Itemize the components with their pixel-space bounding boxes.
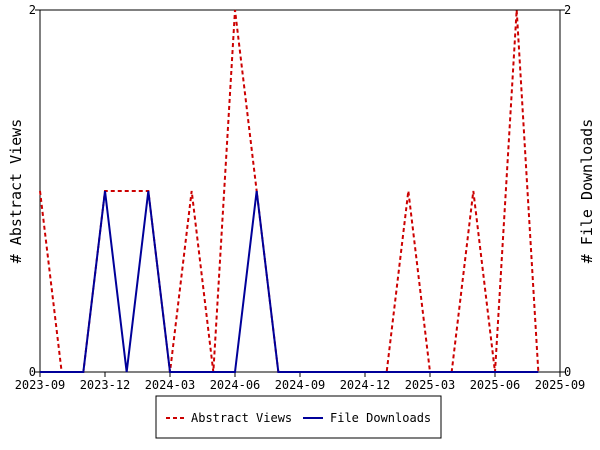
x-tick-label: 2024-12 (340, 378, 391, 392)
y-tick-label: 2 (29, 3, 36, 17)
x-tick-label: 2024-06 (210, 378, 261, 392)
legend-label: File Downloads (330, 411, 431, 425)
x-tick-label: 2024-03 (145, 378, 196, 392)
x-tick-label: 2023-09 (15, 378, 66, 392)
series-line-abstract-views (39, 9, 540, 373)
x-tick-label: 2024-09 (275, 378, 326, 392)
series-line-file-downloads (40, 190, 539, 373)
y2-tick-label: 2 (564, 3, 571, 17)
y-axis-right: 02 (560, 3, 571, 379)
x-axis: 2023-09 2023-12 2024-03 2024-06 2024-09 2024-… (15, 372, 586, 392)
legend-label: Abstract Views (191, 411, 292, 425)
y-tick-label: 0 (29, 365, 36, 379)
y2-tick-label: 0 (564, 365, 571, 379)
x-tick-label: 2025-06 (470, 378, 521, 392)
y2-axis-label: # File Downloads (578, 119, 596, 264)
series-lines (39, 9, 540, 373)
y-axis-left: 02 (29, 3, 40, 379)
x-tick-label: 2023-12 (80, 378, 131, 392)
legend-box (155, 395, 442, 439)
x-tick-label: 2025-09 (535, 378, 586, 392)
x-tick-label: 2025-03 (405, 378, 456, 392)
y-axis-label: # Abstract Views (7, 119, 25, 264)
legend: Abstract Views File Downloads (155, 395, 442, 439)
